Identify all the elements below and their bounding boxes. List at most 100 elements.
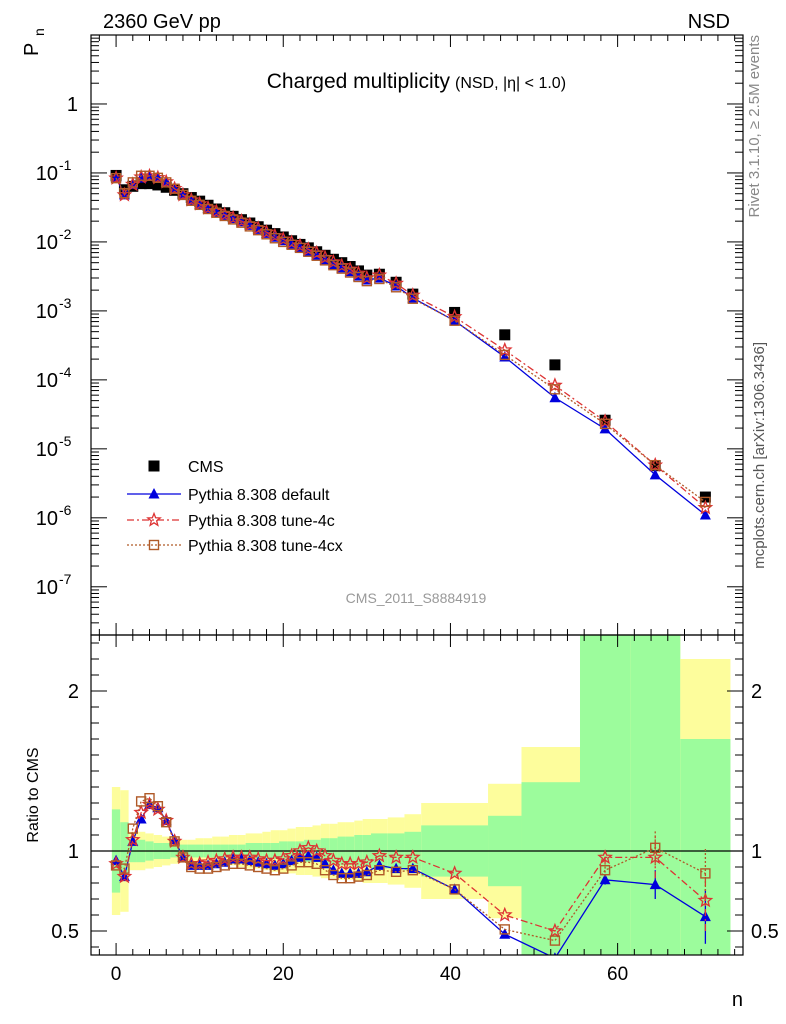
main-point — [169, 183, 180, 194]
stat-band-bin — [580, 635, 631, 955]
x-tick-label: 40 — [440, 964, 461, 985]
legend-marker — [146, 511, 162, 527]
legend-item-cms: CMS — [148, 459, 224, 476]
stat-band-bin — [630, 635, 681, 955]
ratio-y-tick-label-left: 2 — [68, 681, 79, 703]
ratio-point — [292, 842, 308, 858]
ratio-point — [327, 864, 339, 875]
y-tick-exponent: -2 — [59, 226, 72, 242]
ratio-point — [119, 863, 130, 874]
ratio-point — [135, 813, 147, 824]
ratio-point — [161, 817, 172, 828]
legend-item-tune-4cx: Pythia 8.308 tune-4cx — [127, 538, 343, 555]
main-point — [144, 178, 156, 190]
ratio-point — [169, 836, 180, 847]
y-tick-label: 10 — [36, 232, 58, 254]
ratio-point — [599, 865, 611, 876]
main-point — [135, 178, 147, 190]
y-tick-label: 10 — [36, 163, 58, 185]
y-tick-label: 10 — [36, 370, 58, 392]
ratio-point — [300, 839, 317, 855]
ratio-point — [308, 842, 325, 858]
main-point — [499, 349, 510, 361]
ratio-point — [649, 878, 661, 890]
ratio-point — [650, 842, 661, 853]
ratio-point — [325, 852, 342, 868]
ratio-series-tune-4c — [108, 796, 714, 938]
x-tick-label: 20 — [273, 964, 294, 985]
ratio-point — [152, 801, 164, 812]
ratio-point — [116, 868, 133, 884]
main-point — [449, 315, 460, 326]
main-point — [599, 414, 611, 426]
main-point — [649, 468, 661, 480]
main-point — [119, 187, 130, 199]
y-tick-exponent: -3 — [59, 295, 72, 311]
ratio-point — [697, 892, 714, 908]
ratio-point — [269, 859, 281, 870]
analysis-label: CMS_2011_S8884919 — [346, 590, 487, 606]
ratio-point — [110, 854, 122, 866]
ratio-point — [361, 869, 373, 881]
ratio-y-axis-label: Ratio to CMS — [25, 747, 42, 842]
ratio-series — [108, 793, 714, 955]
legend-marker — [148, 539, 160, 551]
main-point — [361, 275, 373, 287]
ratio-point — [277, 857, 289, 869]
y-tick-exponent: -4 — [59, 364, 72, 380]
main-point — [388, 275, 404, 291]
legend-label: Pythia 8.308 default — [188, 487, 330, 504]
ratio-y-tick-label-left: 0.5 — [51, 921, 79, 943]
y-axis-label-sub: n — [31, 28, 47, 36]
ratio-point — [358, 853, 375, 869]
ratio-point — [124, 831, 141, 847]
ratio-uncertainty-bands — [111, 635, 731, 955]
chart-subtitle: (NSD, |η| < 1.0) — [455, 75, 566, 92]
y-tick-label: 10 — [36, 577, 58, 599]
y-tick-exponent: -5 — [59, 433, 72, 449]
side-text-mcplots: mcplots.cern.ch [arXiv:1306.3436] — [751, 342, 768, 569]
ratio-point — [294, 851, 306, 862]
main-point — [374, 273, 385, 285]
ratio-point — [286, 854, 298, 866]
legend-label: Pythia 8.308 tune-4c — [188, 513, 335, 530]
ratio-point — [127, 823, 138, 834]
legend-item-default: Pythia 8.308 default — [127, 487, 330, 504]
x-tick-label: 0 — [111, 964, 122, 985]
main-point — [404, 287, 421, 303]
legend-label: CMS — [188, 459, 224, 476]
chart-title: Charged multiplicity — [267, 70, 451, 93]
ratio-point — [599, 873, 611, 885]
ratio-point — [388, 849, 404, 865]
ratio-point — [344, 867, 356, 878]
ratio-y-tick-label-right: 1 — [751, 841, 762, 863]
header-right: NSD — [688, 11, 730, 33]
legend-label: Pythia 8.308 tune-4cx — [188, 538, 343, 555]
ratio-point — [446, 865, 463, 881]
main-point — [499, 329, 511, 341]
main-point — [549, 384, 561, 395]
ratio-y-tick-label-right: 2 — [751, 681, 762, 703]
y-tick-label: 10 — [36, 439, 58, 461]
ratio-point — [496, 906, 513, 922]
legend-item-tune-4c: Pythia 8.308 tune-4c — [127, 511, 335, 530]
main-point — [152, 179, 164, 191]
main-point — [371, 266, 388, 282]
ratio-point — [499, 924, 510, 935]
ratio-point — [144, 793, 155, 804]
ratio-point — [404, 849, 421, 865]
legend-marker — [148, 488, 160, 499]
main-series — [108, 167, 714, 520]
ratio-point — [597, 849, 613, 865]
main-point — [110, 172, 122, 184]
main-point — [547, 377, 563, 393]
main-point — [177, 189, 189, 201]
ratio-series-tune-4cx — [110, 793, 711, 946]
ratio-point — [311, 858, 322, 869]
x-tick-label: 60 — [607, 964, 628, 985]
ratio-point — [547, 922, 563, 938]
main-point — [407, 293, 419, 304]
main-point — [699, 508, 711, 520]
x-axis-label: n — [732, 989, 743, 1011]
